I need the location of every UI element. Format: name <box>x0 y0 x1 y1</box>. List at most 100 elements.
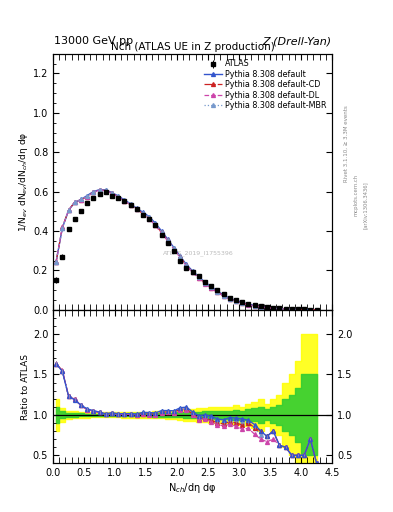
Pythia 8.308 default <box>252 303 257 309</box>
Pythia 8.308 default <box>277 306 282 312</box>
Pythia 8.308 default-MBR <box>134 206 139 212</box>
Pythia 8.308 default-CD <box>240 300 244 306</box>
Line: Pythia 8.308 default-MBR: Pythia 8.308 default-MBR <box>54 188 319 312</box>
Pythia 8.308 default-DL <box>110 190 114 196</box>
Pythia 8.308 default-MBR <box>85 193 90 199</box>
Pythia 8.308 default-CD <box>60 224 65 230</box>
Pythia 8.308 default <box>221 292 226 298</box>
Pythia 8.308 default-DL <box>153 222 158 228</box>
Pythia 8.308 default-DL <box>97 187 102 193</box>
Pythia 8.308 default <box>308 307 313 313</box>
Pythia 8.308 default <box>54 259 59 265</box>
Pythia 8.308 default-DL <box>141 210 145 217</box>
Pythia 8.308 default-MBR <box>141 210 145 216</box>
Pythia 8.308 default-DL <box>289 306 294 312</box>
Pythia 8.308 default-CD <box>259 304 263 310</box>
Pythia 8.308 default <box>116 193 121 199</box>
Pythia 8.308 default <box>209 284 213 290</box>
Pythia 8.308 default-MBR <box>97 186 102 193</box>
Pythia 8.308 default-MBR <box>147 214 152 220</box>
Pythia 8.308 default <box>233 297 238 304</box>
Pythia 8.308 default-MBR <box>264 305 269 311</box>
Y-axis label: Ratio to ATLAS: Ratio to ATLAS <box>21 354 30 419</box>
Line: Pythia 8.308 default-CD: Pythia 8.308 default-CD <box>54 188 319 312</box>
Pythia 8.308 default-DL <box>246 302 251 308</box>
Pythia 8.308 default-DL <box>159 230 164 237</box>
Pythia 8.308 default-MBR <box>228 295 232 302</box>
Pythia 8.308 default-CD <box>110 190 114 196</box>
Pythia 8.308 default-DL <box>221 293 226 299</box>
Pythia 8.308 default <box>153 220 158 226</box>
Pythia 8.308 default <box>271 305 275 311</box>
Pythia 8.308 default <box>190 268 195 274</box>
Text: [arXiv:1306.3436]: [arXiv:1306.3436] <box>362 181 367 229</box>
Pythia 8.308 default-MBR <box>190 268 195 274</box>
Pythia 8.308 default-DL <box>196 275 201 281</box>
Pythia 8.308 default-MBR <box>66 207 71 214</box>
Y-axis label: 1/N$_{ev}$ dN$_{ev}$/dN$_{ch}$/dη dφ: 1/N$_{ev}$ dN$_{ev}$/dN$_{ch}$/dη dφ <box>17 132 30 232</box>
Pythia 8.308 default <box>72 199 77 205</box>
Pythia 8.308 default-MBR <box>116 193 121 199</box>
X-axis label: N$_{ch}$/dη dφ: N$_{ch}$/dη dφ <box>168 481 217 495</box>
Pythia 8.308 default-MBR <box>209 284 213 290</box>
Pythia 8.308 default-MBR <box>165 237 170 243</box>
Pythia 8.308 default-MBR <box>252 303 257 309</box>
Pythia 8.308 default-MBR <box>128 201 133 207</box>
Pythia 8.308 default <box>240 299 244 305</box>
Pythia 8.308 default <box>103 187 108 193</box>
Pythia 8.308 default-MBR <box>54 259 59 265</box>
Pythia 8.308 default-CD <box>221 293 226 299</box>
Text: mcplots.cern.ch: mcplots.cern.ch <box>354 174 359 216</box>
Pythia 8.308 default-MBR <box>302 307 307 313</box>
Pythia 8.308 default-DL <box>79 197 83 203</box>
Title: Nch (ATLAS UE in Z production): Nch (ATLAS UE in Z production) <box>111 41 274 52</box>
Pythia 8.308 default-MBR <box>184 262 189 268</box>
Pythia 8.308 default-DL <box>203 281 208 287</box>
Pythia 8.308 default <box>128 201 133 207</box>
Pythia 8.308 default <box>178 253 182 259</box>
Pythia 8.308 default-DL <box>277 306 282 312</box>
Pythia 8.308 default-MBR <box>72 199 77 205</box>
Pythia 8.308 default <box>147 214 152 220</box>
Pythia 8.308 default-MBR <box>233 297 238 304</box>
Pythia 8.308 default-CD <box>252 303 257 309</box>
Pythia 8.308 default-MBR <box>122 197 127 203</box>
Pythia 8.308 default-CD <box>246 302 251 308</box>
Pythia 8.308 default-DL <box>271 305 275 311</box>
Pythia 8.308 default-DL <box>283 306 288 312</box>
Pythia 8.308 default-DL <box>178 254 182 261</box>
Pythia 8.308 default-MBR <box>110 190 114 196</box>
Pythia 8.308 default <box>302 307 307 313</box>
Pythia 8.308 default <box>264 305 269 311</box>
Pythia 8.308 default <box>283 306 288 312</box>
Pythia 8.308 default-DL <box>54 259 59 265</box>
Pythia 8.308 default-DL <box>134 206 139 212</box>
Pythia 8.308 default <box>66 207 71 214</box>
Pythia 8.308 default-DL <box>240 300 244 306</box>
Pythia 8.308 default-DL <box>184 263 189 269</box>
Pythia 8.308 default-CD <box>54 259 59 265</box>
Pythia 8.308 default-CD <box>153 222 158 228</box>
Pythia 8.308 default-CD <box>159 229 164 236</box>
Pythia 8.308 default-MBR <box>277 306 282 312</box>
Pythia 8.308 default-MBR <box>153 221 158 227</box>
Pythia 8.308 default <box>110 189 114 196</box>
Pythia 8.308 default-MBR <box>259 304 263 310</box>
Pythia 8.308 default-CD <box>283 306 288 312</box>
Pythia 8.308 default-MBR <box>79 197 83 203</box>
Pythia 8.308 default-CD <box>215 289 220 295</box>
Pythia 8.308 default <box>172 245 176 251</box>
Pythia 8.308 default-CD <box>72 199 77 205</box>
Pythia 8.308 default-DL <box>209 285 213 291</box>
Pythia 8.308 default-DL <box>122 198 127 204</box>
Pythia 8.308 default-CD <box>296 306 300 312</box>
Pythia 8.308 default-CD <box>172 246 176 252</box>
Pythia 8.308 default-MBR <box>246 302 251 308</box>
Pythia 8.308 default-DL <box>128 202 133 208</box>
Pythia 8.308 default-CD <box>66 207 71 214</box>
Pythia 8.308 default-CD <box>233 298 238 304</box>
Pythia 8.308 default-DL <box>308 307 313 313</box>
Pythia 8.308 default-MBR <box>60 225 65 231</box>
Line: Pythia 8.308 default-DL: Pythia 8.308 default-DL <box>54 188 319 312</box>
Pythia 8.308 default-CD <box>165 238 170 244</box>
